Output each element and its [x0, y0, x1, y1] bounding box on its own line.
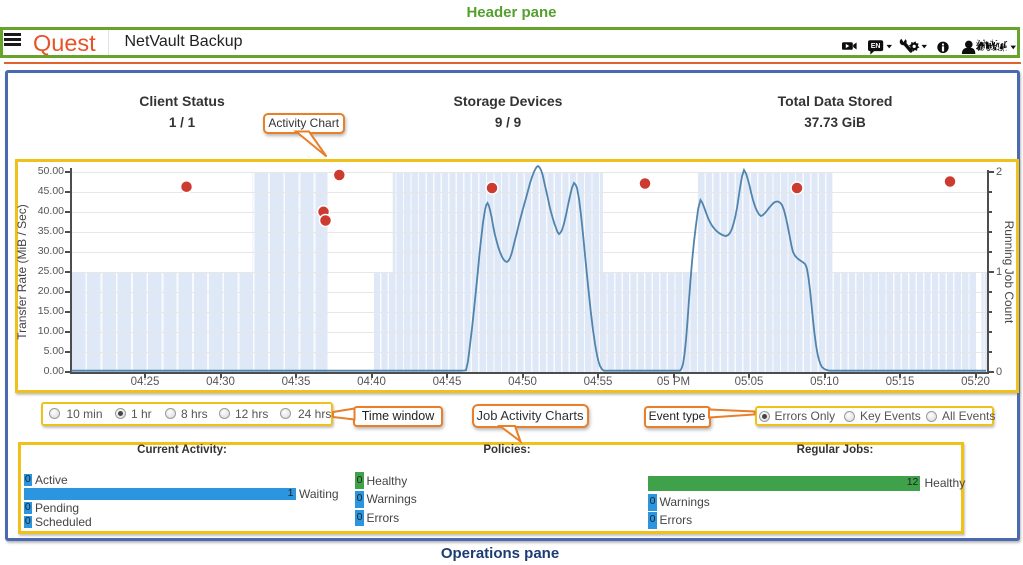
svg-text:EN: EN — [871, 43, 881, 50]
